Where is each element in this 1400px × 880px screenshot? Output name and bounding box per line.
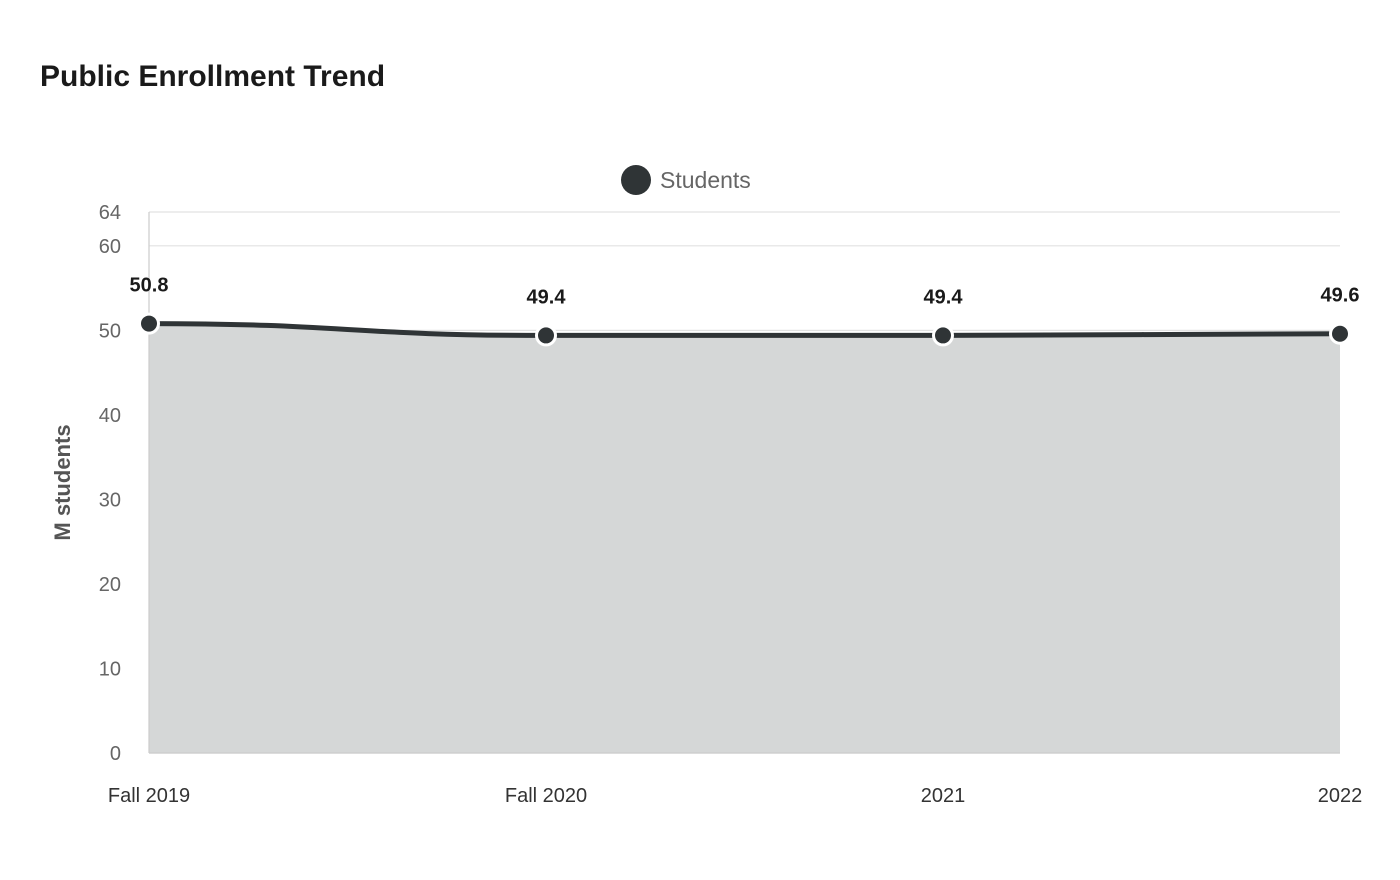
y-tick-label: 60 <box>99 236 121 258</box>
chart-title: Public Enrollment Trend <box>40 60 386 93</box>
y-tick-label: 64 <box>99 202 121 224</box>
x-tick-label: 2022 <box>1318 785 1363 807</box>
data-point[interactable] <box>1329 322 1351 345</box>
data-point[interactable] <box>932 324 954 347</box>
data-label: 50.8 <box>130 275 169 297</box>
y-axis-title: M students <box>50 424 75 540</box>
axes: 0 10 20 30 40 50 60 64 Fall 2019 Fall 2020 2021 202… <box>99 202 1363 807</box>
area-layer <box>146 321 1343 753</box>
data-point[interactable] <box>138 312 160 335</box>
data-label: 49.4 <box>924 286 964 308</box>
data-point[interactable] <box>535 324 557 347</box>
area-fill-students <box>149 323 1340 753</box>
x-tick-label: 2021 <box>921 785 966 807</box>
y-tick-label: 30 <box>99 489 121 511</box>
legend-swatch-students[interactable] <box>621 165 651 195</box>
y-tick-label: 10 <box>99 658 121 680</box>
x-tick-label: Fall 2019 <box>108 785 190 807</box>
y-tick-label: 20 <box>99 574 121 596</box>
legend-label-students[interactable]: Students <box>660 167 751 193</box>
y-tick-label: 0 <box>110 743 121 765</box>
x-tick-label: Fall 2020 <box>505 785 587 807</box>
legend: Students <box>621 165 751 195</box>
y-tick-label: 40 <box>99 405 121 427</box>
data-marks: 50.8 49.4 49.4 49.6 <box>130 275 1360 347</box>
data-label: 49.6 <box>1321 285 1360 307</box>
data-label: 49.4 <box>527 286 567 308</box>
y-tick-label: 50 <box>99 320 121 342</box>
series-line-students <box>146 321 1343 338</box>
